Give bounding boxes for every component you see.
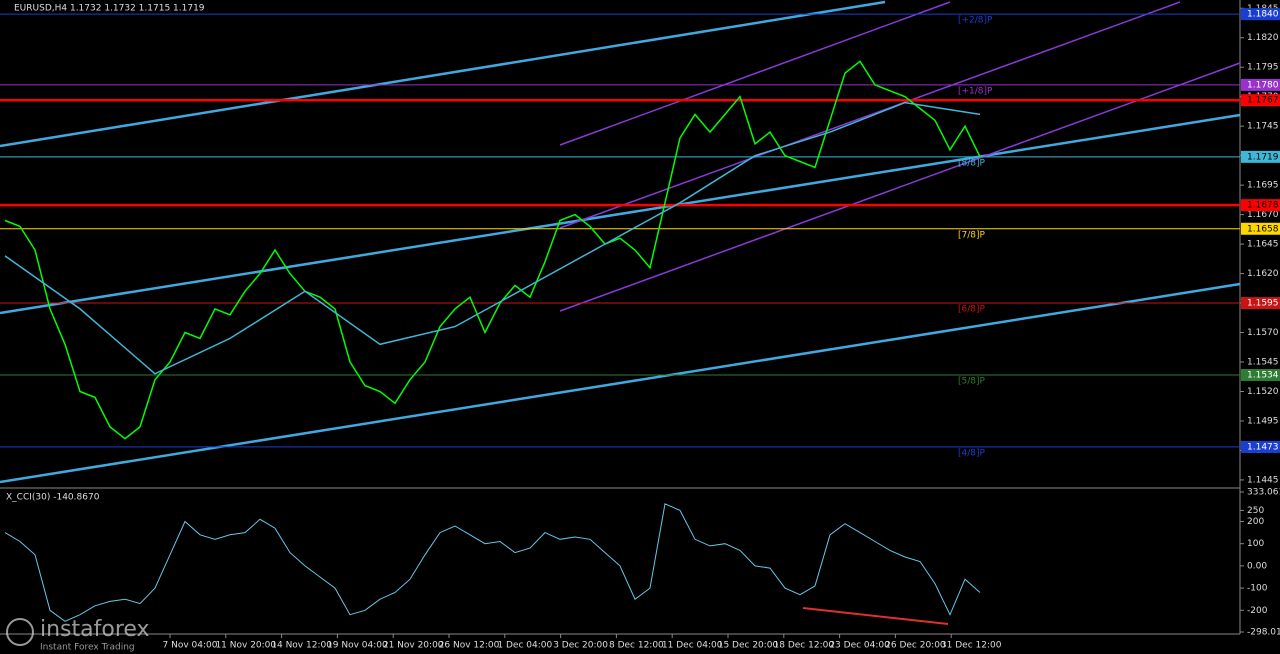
y-tick-label: 1.1445: [1247, 475, 1279, 485]
logo-icon: [6, 618, 34, 646]
cci-line: [4, 503, 981, 622]
cci-tick-label: 200: [1247, 517, 1264, 527]
cci-tick-label: -298.013: [1247, 628, 1280, 638]
x-tick-label: 26 Dec 20:00: [885, 641, 946, 651]
y-tick-label: 1.1670: [1247, 210, 1279, 220]
channel-line: [559, 62, 1241, 312]
level-label: 1.1534: [1247, 370, 1279, 380]
x-tick-label: 8 Dec 12:00: [609, 641, 664, 651]
murrey-label: [5/8]P: [958, 376, 986, 386]
x-tick-label: 18 Dec 12:00: [774, 641, 835, 651]
level-label: 1.1473: [1247, 442, 1279, 452]
channel-line: [559, 1, 1181, 229]
level-label: 1.1840: [1247, 10, 1279, 20]
level-box: [1241, 78, 1280, 91]
cci-tick-label: 100: [1247, 539, 1264, 549]
x-tick-label: 11 Nov 20:00: [215, 641, 276, 651]
level-box: [1241, 199, 1280, 212]
x-tick-label: 21 Nov 20:00: [383, 641, 444, 651]
level-box: [1241, 368, 1280, 381]
level-box: [1241, 440, 1280, 453]
murrey-label: [7/8]P: [958, 230, 986, 240]
channel-line: [0, 0, 886, 148]
x-tick-label: 7 Nov 04:00: [163, 641, 218, 651]
moving-average: [4, 101, 981, 375]
y-tick-label: 1.1745: [1247, 122, 1279, 132]
level-label: 1.1767: [1247, 96, 1279, 106]
x-tick-label: 14 Nov 12:00: [271, 641, 332, 651]
level-box: [1241, 150, 1280, 163]
cci-tick-label: 333.061: [1247, 488, 1280, 498]
channel-line: [0, 282, 1241, 484]
murrey-label: [+1/8]P: [958, 86, 993, 96]
level-label: 1.1678: [1247, 201, 1279, 211]
murrey-label: [8/8]P: [958, 158, 986, 168]
y-tick-label: 1.1620: [1247, 269, 1279, 279]
level-box: [1241, 297, 1280, 310]
x-tick-label: 1 Dec 04:00: [497, 641, 552, 651]
y-tick-label: 1.1645: [1247, 240, 1279, 250]
y-tick-label: 1.1520: [1247, 387, 1279, 397]
murrey-label: [+2/8]P: [958, 16, 993, 26]
murrey-label: [6/8]P: [958, 305, 986, 315]
logo: instaforex Instant Forex Trading: [6, 617, 150, 653]
x-tick-label: 11 Dec 04:00: [662, 641, 723, 651]
channel-line: [559, 1, 951, 146]
logo-tagline: Instant Forex Trading: [40, 643, 135, 653]
x-tick-label: 23 Dec 04:00: [829, 641, 890, 651]
level-label: 1.1780: [1247, 80, 1279, 90]
divergence-line: [802, 607, 949, 625]
y-tick-label: 1.1695: [1247, 181, 1279, 191]
y-tick-label: 1.1570: [1247, 328, 1279, 338]
level-box: [1241, 8, 1280, 21]
cci-tick-label: 250: [1247, 506, 1264, 516]
channel-line: [0, 113, 1241, 315]
cci-tick-label: -200: [1247, 606, 1268, 616]
y-tick-label: 1.1495: [1247, 416, 1279, 426]
chart-title: EURUSD,H4 1.1732 1.1732 1.1715 1.1719: [14, 4, 205, 14]
trend-lines: [0, 0, 1241, 484]
price-line: [4, 60, 981, 440]
level-label: 1.1658: [1247, 224, 1279, 234]
logo-name: instaforex: [40, 617, 150, 642]
murrey-label: [4/8]P: [958, 448, 986, 458]
purple-channel: [559, 1, 1241, 312]
x-tick-label: 31 Dec 12:00: [941, 641, 1002, 651]
x-tick-label: 19 Nov 04:00: [327, 641, 388, 651]
cci-title: X_CCI(30) -140.8670: [6, 493, 100, 503]
cci-tick-label: -100: [1247, 584, 1268, 594]
level-label: 1.1719: [1247, 152, 1279, 162]
level-label: 1.1595: [1247, 299, 1279, 309]
cci-tick-label: 0.00: [1247, 561, 1267, 571]
y-tick-label: 1.1545: [1247, 358, 1279, 368]
level-box: [1241, 222, 1280, 235]
x-tick-label: 26 Nov 12:00: [439, 641, 500, 651]
level-box: [1241, 94, 1280, 107]
x-tick-label: 3 Dec 20:00: [553, 641, 608, 651]
y-tick-label: 1.1795: [1247, 63, 1279, 73]
x-tick-label: 15 Dec 20:00: [718, 641, 779, 651]
y-tick-label: 1.1820: [1247, 33, 1279, 43]
